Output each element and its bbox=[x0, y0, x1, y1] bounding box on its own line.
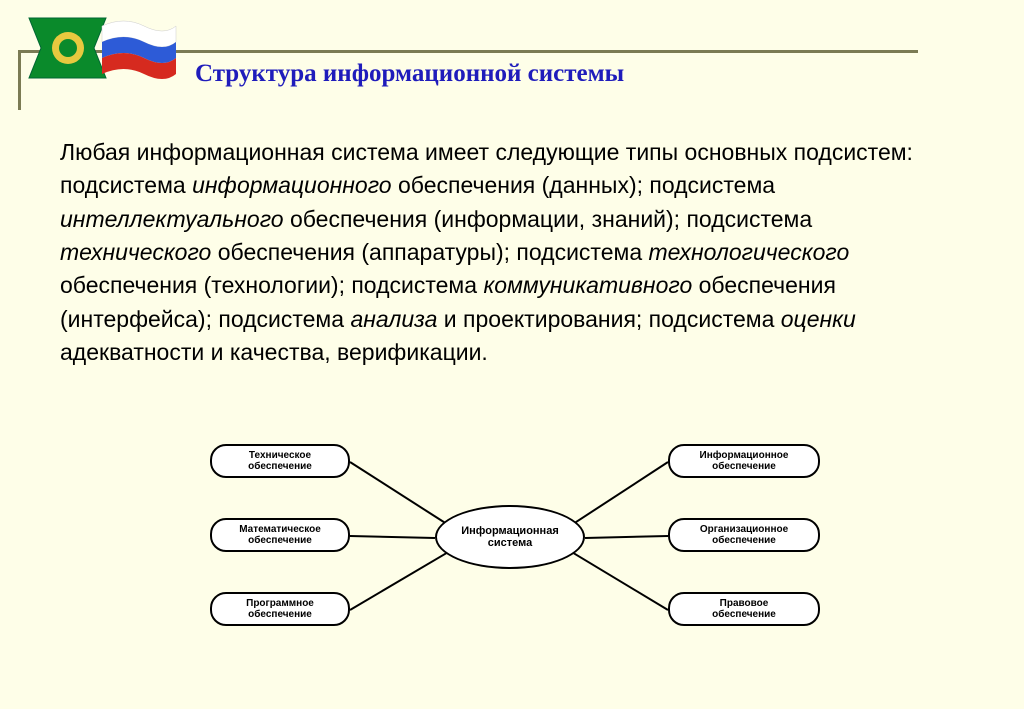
node-legal: Правовое обеспечение bbox=[668, 592, 820, 626]
flags-icon bbox=[24, 8, 179, 83]
node-tech: Техническое обеспечение bbox=[210, 444, 350, 478]
t-p8: адекватности и качества, верификации. bbox=[60, 339, 488, 365]
logo-area bbox=[24, 8, 179, 83]
node-org: Организационное обеспечение bbox=[668, 518, 820, 552]
center-node: Информационная система bbox=[435, 505, 585, 569]
slide-title: Структура информационной системы bbox=[195, 60, 624, 88]
t-i6: анализа bbox=[350, 306, 437, 332]
header-cap bbox=[18, 50, 21, 110]
t-p5: обеспечения (технологии); подсистема bbox=[60, 272, 483, 298]
edge bbox=[349, 461, 450, 527]
t-i5: коммуникативного bbox=[483, 272, 692, 298]
t-i3: технического bbox=[60, 239, 211, 265]
node-prog: Программное обеспечение bbox=[210, 592, 350, 626]
t-p4: обеспечения (аппаратуры); подсистема bbox=[211, 239, 648, 265]
t-i7: оценки bbox=[781, 306, 856, 332]
edge bbox=[349, 550, 450, 611]
t-p7: и проектирования; подсистема bbox=[437, 306, 780, 332]
edge bbox=[569, 461, 668, 527]
node-math: Математическое обеспечение bbox=[210, 518, 350, 552]
t-i1: информационного bbox=[192, 172, 392, 198]
edge bbox=[585, 535, 668, 539]
edge bbox=[350, 535, 435, 539]
diagram: Информационная система Техническое обеспе… bbox=[200, 430, 820, 650]
t-p2: обеспечения (данных); подсистема bbox=[392, 172, 775, 198]
t-p3: обеспечения (информации, знаний); подсис… bbox=[284, 206, 813, 232]
slide: Структура информационной системы Любая и… bbox=[0, 0, 1024, 709]
t-i4: технологического bbox=[649, 239, 850, 265]
node-info: Информационное обеспечение bbox=[668, 444, 820, 478]
edge bbox=[569, 550, 668, 611]
t-i2: интеллектуального bbox=[60, 206, 284, 232]
body-text: Любая информационная система имеет следу… bbox=[60, 136, 965, 369]
